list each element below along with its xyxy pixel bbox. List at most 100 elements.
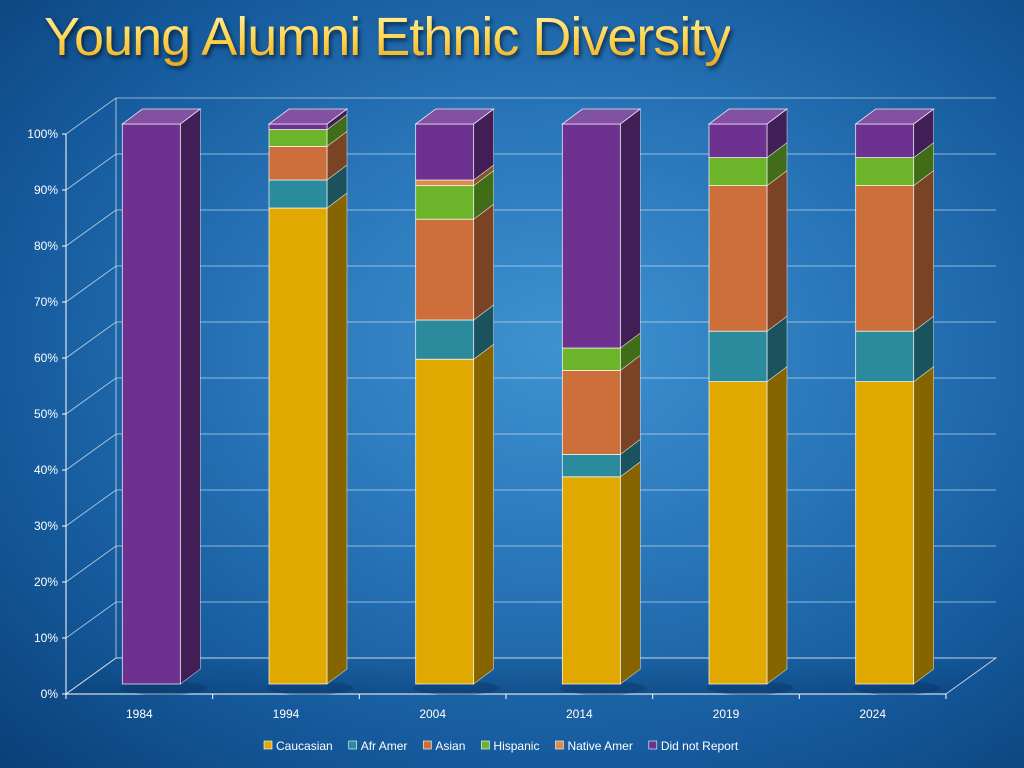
bar-shadow	[559, 681, 647, 695]
y-tick-label: 30%	[34, 519, 58, 533]
bar-side	[913, 170, 934, 332]
gridline	[65, 321, 996, 359]
legend-swatch	[555, 740, 564, 750]
x-tick-label: 1984	[126, 707, 153, 721]
bars	[119, 108, 941, 695]
gridline	[65, 265, 996, 303]
bar-segment	[121, 108, 201, 685]
bar-segment	[855, 315, 934, 383]
bar-front	[855, 157, 915, 187]
bar-segment	[415, 343, 494, 685]
y-tick-label: 50%	[34, 407, 58, 421]
bar-shadow	[853, 681, 941, 695]
x-tick-label: 2004	[419, 707, 446, 721]
bar-segment	[561, 461, 641, 685]
bar-front	[415, 179, 475, 186]
y-tick-label: 10%	[34, 631, 58, 645]
bar-side	[620, 461, 641, 685]
gridline	[65, 489, 996, 527]
legend-label: Asian	[435, 739, 465, 753]
bar-top	[707, 108, 789, 125]
bar-top	[267, 108, 349, 125]
y-axis: 0% 10% 20% 30% 40% 50% 60% 70% 80% 90% 100%	[27, 127, 67, 701]
bar-segment	[415, 304, 494, 360]
bar-segment	[268, 192, 348, 685]
x-tick-label: 2014	[566, 707, 593, 721]
bar-front	[268, 129, 328, 147]
bar-shadow	[266, 681, 354, 695]
bar-segment	[855, 142, 934, 187]
bar-side	[766, 366, 788, 685]
bar-front	[708, 123, 768, 158]
bar-front	[561, 123, 621, 349]
x-axis: 1984 1994 2004 2014 2019 2024	[65, 693, 947, 721]
bar-segment	[855, 366, 934, 685]
bar-shadow	[706, 681, 794, 695]
bar-front	[855, 381, 915, 685]
bar-segment	[415, 108, 494, 181]
bar-segment	[415, 203, 494, 321]
x-tick-label: 2019	[713, 707, 740, 721]
gridline	[65, 153, 996, 191]
bar-front	[415, 185, 475, 220]
x-tick-label: 1994	[273, 707, 300, 721]
bar-front	[415, 358, 475, 685]
bar-segment	[708, 170, 788, 332]
legend-label: Native Amer	[567, 739, 632, 753]
bar-side	[180, 108, 201, 685]
y-tick-label: 80%	[34, 239, 58, 253]
gridlines	[65, 97, 996, 695]
legend-label: Did not Report	[661, 739, 739, 753]
legend-swatch	[648, 740, 658, 750]
y-tick-label: 70%	[34, 295, 58, 309]
bar-front	[708, 157, 768, 187]
gridline	[65, 601, 996, 639]
bar-segment	[561, 332, 641, 371]
bar-top	[414, 108, 495, 125]
bar-front	[855, 185, 915, 332]
bar-front	[855, 123, 915, 158]
gridline	[65, 377, 996, 415]
bar-front	[561, 453, 621, 478]
legend-label: Hispanic	[493, 739, 539, 753]
bar-front	[561, 369, 621, 455]
gridline	[65, 209, 996, 247]
bar-side	[766, 170, 788, 332]
bar-top	[854, 108, 935, 125]
legend-swatch	[263, 740, 273, 750]
bar-side	[473, 203, 494, 321]
bar-segment	[561, 108, 641, 349]
legend-swatch	[348, 740, 358, 750]
bar-segment	[708, 366, 788, 685]
bar-front	[561, 347, 621, 371]
legend-label: Caucasian	[276, 739, 333, 753]
bar-front	[415, 123, 475, 181]
bar-side	[620, 108, 641, 349]
bar-side	[913, 366, 934, 685]
y-tick-label: 60%	[34, 351, 58, 365]
y-tick-label: 0%	[41, 687, 59, 701]
bar-side	[326, 192, 348, 685]
bar-segment	[561, 354, 641, 455]
gridline	[65, 657, 996, 695]
bar-front	[268, 207, 328, 685]
legend-swatch	[423, 740, 432, 750]
y-tick-label: 20%	[34, 575, 58, 589]
bar-front	[121, 123, 181, 685]
bar-shadow	[413, 681, 501, 695]
bar-segment	[855, 170, 934, 332]
bar-front	[708, 185, 768, 332]
bar-segment	[268, 130, 348, 181]
bar-top	[121, 108, 202, 125]
y-tick-label: 40%	[34, 463, 58, 477]
y-tick-label: 90%	[34, 183, 58, 197]
bar-front	[855, 330, 915, 383]
bar-segment	[268, 113, 348, 147]
bar-segment	[708, 108, 788, 159]
gridline	[65, 97, 996, 135]
y-tick-label: 100%	[27, 127, 58, 141]
bar-front	[268, 145, 328, 181]
bar-segment	[708, 315, 788, 383]
legend-swatch	[481, 740, 490, 750]
